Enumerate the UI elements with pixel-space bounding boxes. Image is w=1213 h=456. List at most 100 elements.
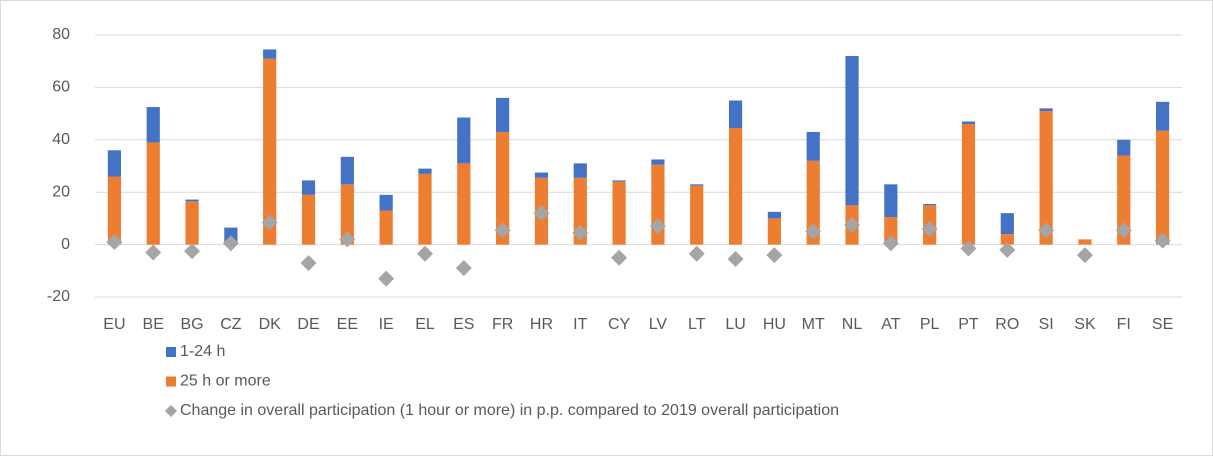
marker bbox=[416, 245, 433, 262]
x-tick-label: LT bbox=[688, 316, 706, 333]
y-tick-label: -20 bbox=[47, 288, 70, 305]
bar-segment bbox=[806, 160, 820, 245]
bar-segment bbox=[185, 201, 199, 245]
legend-label: Change in overall participation (1 hour … bbox=[180, 402, 839, 419]
bar-segment bbox=[651, 159, 665, 165]
y-tick-label: 80 bbox=[52, 26, 70, 43]
bar-segment bbox=[496, 131, 510, 245]
x-tick-label: IE bbox=[379, 316, 394, 333]
marker bbox=[1038, 222, 1055, 239]
x-tick-label: EE bbox=[337, 316, 358, 333]
marker bbox=[222, 235, 239, 252]
marker bbox=[572, 224, 589, 241]
bar-segment bbox=[107, 150, 122, 177]
bar-segment bbox=[185, 199, 199, 202]
marker bbox=[494, 222, 511, 239]
bar-segment bbox=[728, 100, 743, 129]
legend-swatch bbox=[165, 405, 177, 417]
bar-segment bbox=[612, 180, 626, 182]
x-tick-label: DK bbox=[259, 316, 282, 333]
x-tick-label: FI bbox=[1117, 316, 1131, 333]
marker bbox=[261, 214, 278, 231]
x-tick-label: PT bbox=[958, 316, 979, 333]
bar-segment bbox=[457, 117, 471, 164]
marker bbox=[649, 218, 666, 235]
marker bbox=[999, 241, 1016, 258]
marker bbox=[533, 205, 550, 222]
bar-segment bbox=[301, 194, 316, 245]
bar-segment bbox=[806, 131, 820, 161]
bar-segment bbox=[728, 128, 743, 245]
marker bbox=[184, 243, 201, 260]
bar-segment bbox=[961, 124, 976, 245]
marker bbox=[805, 223, 822, 240]
bar-segment bbox=[418, 173, 432, 245]
bar-segment bbox=[301, 180, 316, 195]
y-tick-label: 60 bbox=[52, 79, 70, 96]
bar-segment bbox=[1000, 213, 1014, 235]
bar-segment bbox=[573, 177, 587, 245]
bar-segment bbox=[884, 217, 898, 245]
bar-segment bbox=[961, 121, 976, 125]
legend-label: 25 h or more bbox=[180, 373, 271, 390]
bar-segment bbox=[496, 97, 510, 132]
y-tick-label: 40 bbox=[52, 131, 70, 148]
bar-segment bbox=[767, 218, 781, 245]
bar-segment bbox=[884, 184, 898, 218]
bar-segment bbox=[146, 107, 160, 143]
legend-swatch bbox=[166, 347, 176, 357]
marker bbox=[106, 233, 123, 250]
x-tick-label: RO bbox=[995, 316, 1019, 333]
marker bbox=[844, 216, 861, 233]
bar-segment bbox=[146, 142, 160, 245]
marker bbox=[455, 260, 472, 277]
bar-segment bbox=[340, 184, 354, 245]
marker bbox=[1115, 222, 1132, 239]
bar-segment bbox=[923, 203, 937, 206]
marker bbox=[611, 249, 628, 266]
x-tick-label: SI bbox=[1039, 316, 1054, 333]
bar-segment bbox=[340, 156, 354, 185]
bar-segment bbox=[767, 211, 781, 219]
x-tick-label: PL bbox=[920, 316, 940, 333]
bar-segment bbox=[1155, 101, 1170, 131]
x-tick-label: EU bbox=[103, 316, 125, 333]
x-tick-label: SK bbox=[1074, 316, 1096, 333]
bar-segment bbox=[1117, 155, 1131, 245]
legend-swatch bbox=[166, 376, 176, 387]
marker bbox=[339, 231, 356, 248]
marker bbox=[1076, 247, 1093, 264]
bar-segment bbox=[263, 49, 277, 59]
marker bbox=[921, 220, 938, 237]
bar-segment bbox=[263, 58, 277, 245]
x-tick-label: MT bbox=[802, 316, 825, 333]
marker bbox=[882, 235, 899, 252]
bar-segment bbox=[107, 176, 122, 245]
bar-segment bbox=[690, 184, 704, 186]
x-tick-label: BG bbox=[180, 316, 203, 333]
bar-segment bbox=[845, 55, 859, 206]
x-tick-label: HR bbox=[530, 316, 553, 333]
x-tick-label: DE bbox=[297, 316, 319, 333]
legend-label: 1-24 h bbox=[180, 343, 225, 360]
bar-segment bbox=[612, 181, 626, 245]
x-tick-label: AT bbox=[881, 316, 900, 333]
bar-segment bbox=[534, 172, 549, 178]
x-tick-label: HU bbox=[763, 316, 786, 333]
x-tick-label: LV bbox=[649, 316, 668, 333]
y-tick-label: 20 bbox=[52, 183, 70, 200]
x-tick-label: ES bbox=[453, 316, 474, 333]
bar-segment bbox=[573, 163, 587, 178]
x-tick-label: FR bbox=[492, 316, 513, 333]
x-tick-label: CZ bbox=[220, 316, 242, 333]
y-tick-label: 0 bbox=[61, 236, 70, 253]
bar-segment bbox=[418, 168, 432, 174]
x-tick-label: IT bbox=[573, 316, 587, 333]
x-tick-label: EL bbox=[415, 316, 435, 333]
bar-segment bbox=[1078, 239, 1092, 245]
marker bbox=[688, 245, 705, 262]
bar-segment bbox=[379, 210, 393, 245]
x-tick-label: BE bbox=[143, 316, 164, 333]
bar-segment bbox=[1000, 234, 1014, 245]
